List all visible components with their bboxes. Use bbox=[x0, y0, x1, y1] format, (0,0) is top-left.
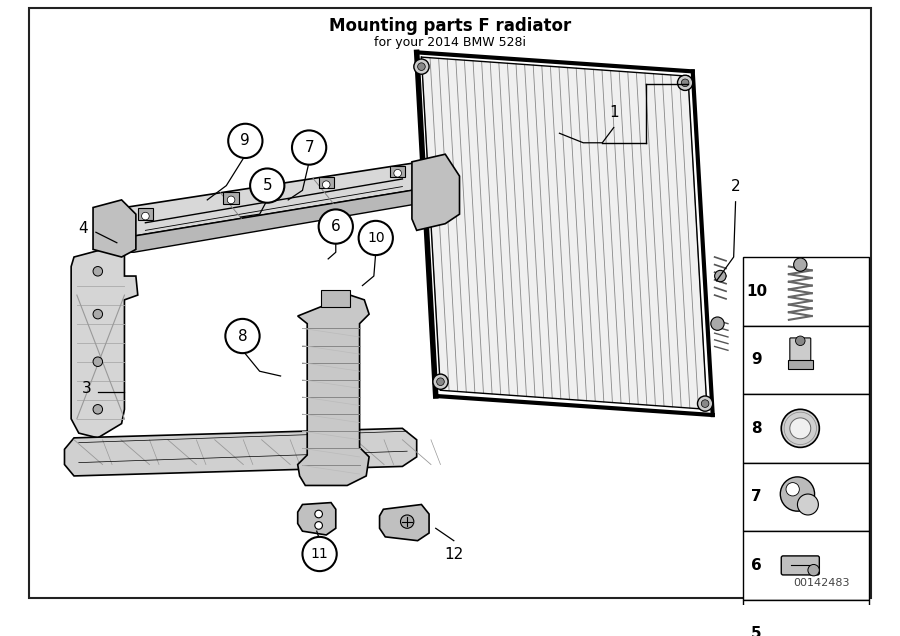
Circle shape bbox=[698, 396, 713, 411]
Text: 1: 1 bbox=[609, 105, 618, 120]
Circle shape bbox=[358, 221, 393, 255]
Circle shape bbox=[433, 374, 448, 389]
FancyBboxPatch shape bbox=[743, 326, 868, 394]
Text: 5: 5 bbox=[752, 626, 761, 636]
Polygon shape bbox=[412, 154, 460, 230]
Text: 8: 8 bbox=[752, 421, 761, 436]
FancyBboxPatch shape bbox=[30, 8, 870, 598]
Circle shape bbox=[418, 63, 426, 71]
Text: 2: 2 bbox=[731, 179, 741, 194]
Circle shape bbox=[302, 537, 337, 571]
FancyBboxPatch shape bbox=[790, 338, 811, 361]
Circle shape bbox=[292, 130, 327, 165]
Polygon shape bbox=[298, 295, 369, 485]
FancyBboxPatch shape bbox=[788, 360, 813, 370]
Text: for your 2014 BMW 528i: for your 2014 BMW 528i bbox=[374, 36, 526, 49]
Polygon shape bbox=[380, 504, 429, 541]
FancyBboxPatch shape bbox=[319, 177, 334, 188]
FancyBboxPatch shape bbox=[743, 257, 868, 326]
Circle shape bbox=[93, 309, 103, 319]
Polygon shape bbox=[298, 502, 336, 535]
Circle shape bbox=[322, 181, 330, 188]
Circle shape bbox=[796, 613, 804, 621]
FancyBboxPatch shape bbox=[743, 462, 868, 531]
FancyBboxPatch shape bbox=[223, 192, 238, 204]
Circle shape bbox=[711, 317, 724, 330]
Circle shape bbox=[225, 319, 259, 353]
Circle shape bbox=[228, 196, 235, 204]
Circle shape bbox=[229, 124, 263, 158]
Text: 6: 6 bbox=[331, 219, 340, 234]
Text: 9: 9 bbox=[240, 134, 250, 148]
Circle shape bbox=[781, 410, 819, 447]
Circle shape bbox=[394, 169, 401, 177]
Text: 3: 3 bbox=[82, 381, 91, 396]
Polygon shape bbox=[112, 186, 440, 252]
Text: 10: 10 bbox=[746, 284, 767, 299]
Circle shape bbox=[681, 79, 688, 86]
Text: 7: 7 bbox=[752, 489, 761, 504]
Circle shape bbox=[790, 418, 811, 439]
Text: 7: 7 bbox=[304, 140, 314, 155]
FancyBboxPatch shape bbox=[781, 556, 819, 575]
FancyBboxPatch shape bbox=[743, 394, 868, 462]
Circle shape bbox=[808, 565, 819, 576]
Circle shape bbox=[93, 404, 103, 414]
Circle shape bbox=[797, 494, 818, 515]
Text: 9: 9 bbox=[752, 352, 761, 368]
Circle shape bbox=[780, 477, 814, 511]
Polygon shape bbox=[71, 245, 138, 438]
FancyBboxPatch shape bbox=[743, 531, 868, 600]
Text: 6: 6 bbox=[752, 558, 762, 573]
Text: 8: 8 bbox=[238, 329, 248, 343]
Circle shape bbox=[678, 75, 693, 90]
Text: 12: 12 bbox=[445, 548, 464, 562]
Circle shape bbox=[315, 522, 322, 529]
Circle shape bbox=[701, 400, 709, 408]
Text: 10: 10 bbox=[367, 231, 384, 245]
Text: 5: 5 bbox=[263, 178, 272, 193]
Circle shape bbox=[786, 483, 799, 496]
FancyBboxPatch shape bbox=[743, 600, 868, 636]
Circle shape bbox=[93, 266, 103, 276]
Circle shape bbox=[715, 270, 726, 282]
Text: 11: 11 bbox=[310, 547, 328, 561]
Circle shape bbox=[794, 258, 807, 272]
FancyBboxPatch shape bbox=[138, 209, 153, 220]
Circle shape bbox=[796, 336, 806, 345]
Circle shape bbox=[141, 212, 149, 220]
Circle shape bbox=[436, 378, 445, 385]
FancyBboxPatch shape bbox=[321, 290, 350, 307]
Text: 00142483: 00142483 bbox=[793, 578, 850, 588]
Text: Mounting parts F radiator: Mounting parts F radiator bbox=[328, 17, 572, 35]
FancyBboxPatch shape bbox=[390, 165, 405, 177]
Polygon shape bbox=[112, 162, 440, 236]
Circle shape bbox=[414, 59, 429, 74]
Circle shape bbox=[791, 607, 810, 626]
Polygon shape bbox=[421, 57, 707, 410]
Polygon shape bbox=[93, 200, 136, 257]
Circle shape bbox=[315, 510, 322, 518]
Polygon shape bbox=[65, 429, 417, 476]
Circle shape bbox=[93, 357, 103, 366]
Circle shape bbox=[250, 169, 284, 203]
Text: 4: 4 bbox=[78, 221, 88, 236]
Circle shape bbox=[400, 515, 414, 529]
Circle shape bbox=[319, 209, 353, 244]
